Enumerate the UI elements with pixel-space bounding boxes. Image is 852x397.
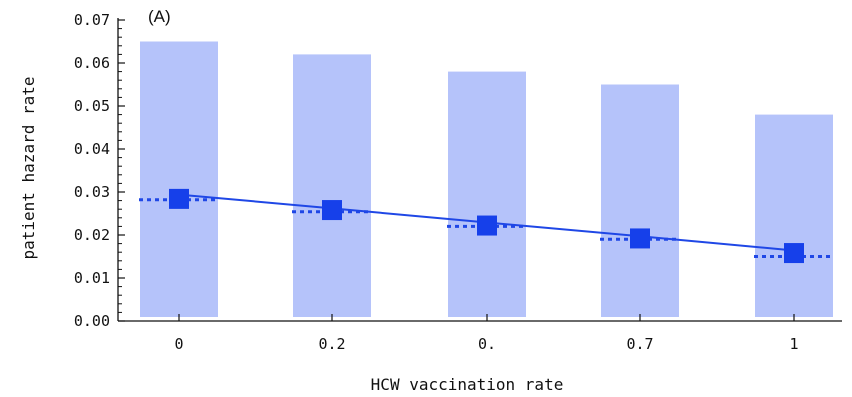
bar-4 — [755, 114, 833, 317]
bar-2 — [448, 71, 526, 317]
x-tick-label-4: 1 — [789, 335, 798, 353]
bars-layer — [140, 41, 833, 318]
y-tick-label-2: 0.02 — [74, 226, 110, 244]
marker-layer — [169, 188, 804, 264]
y-tick-label-5: 0.05 — [74, 97, 110, 115]
x-axis-title: HCW vaccination rate — [371, 375, 564, 394]
y-tick-label-7: 0.07 — [74, 11, 110, 29]
y-tick-label-6: 0.06 — [74, 54, 110, 72]
bar-1 — [293, 54, 371, 318]
x-tick-label-1: 0.2 — [318, 335, 345, 353]
panel-label: (A) — [148, 7, 171, 26]
y-tick-label-3: 0.03 — [74, 183, 110, 201]
x-tick-label-2: 0. — [478, 335, 496, 353]
text-layer: 0.00 0.01 0.02 0.03 0.04 0.05 0.06 0.07 0 0.2 0. 0.… — [19, 7, 799, 394]
x-tick-label-0: 0 — [174, 335, 183, 353]
bar-3 — [601, 84, 679, 317]
marker-2 — [477, 215, 497, 236]
x-tick-label-3: 0.7 — [626, 335, 653, 353]
y-tick-label-4: 0.04 — [74, 140, 110, 158]
y-tick-label-0: 0.00 — [74, 312, 110, 330]
marker-0 — [169, 188, 189, 209]
y-axis-title: patient hazard rate — [19, 76, 38, 259]
marker-1 — [322, 200, 342, 221]
marker-4 — [784, 243, 804, 264]
bar-0 — [140, 41, 218, 317]
marker-3 — [630, 228, 650, 249]
axes-layer — [117, 18, 842, 322]
y-tick-label-1: 0.01 — [74, 269, 110, 287]
